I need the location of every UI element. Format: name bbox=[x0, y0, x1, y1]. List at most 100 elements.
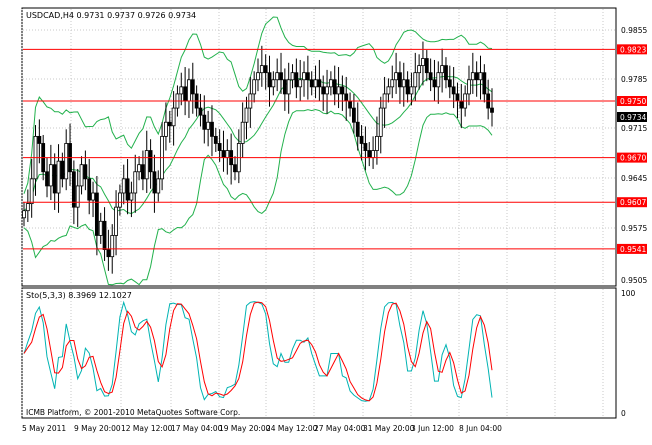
candle-body bbox=[305, 72, 310, 81]
candle-body bbox=[98, 220, 103, 236]
candle-body bbox=[144, 150, 149, 180]
candle-body bbox=[56, 160, 61, 194]
candle-body bbox=[328, 79, 333, 88]
candle-body bbox=[94, 192, 99, 236]
candle-body bbox=[459, 100, 464, 109]
candle-body bbox=[106, 249, 111, 258]
candle-body bbox=[79, 164, 84, 187]
candle-body bbox=[378, 107, 383, 137]
candle-body bbox=[137, 164, 141, 173]
candle-body bbox=[48, 164, 53, 187]
candle-body bbox=[352, 107, 356, 123]
candle-body bbox=[467, 79, 471, 95]
candle-body bbox=[25, 203, 30, 212]
candle-body bbox=[152, 171, 157, 194]
candle-body bbox=[75, 185, 80, 208]
candle-body bbox=[91, 192, 95, 201]
candle-body bbox=[394, 72, 398, 81]
price-tick: 0.9785 bbox=[621, 75, 647, 84]
candle-body bbox=[87, 178, 92, 201]
candle-body bbox=[190, 79, 195, 95]
indicator-header: Sto(5,3,3) 8.3969 12.1027 bbox=[26, 291, 132, 300]
candle-body bbox=[71, 171, 76, 208]
candle-body bbox=[263, 65, 268, 74]
price-tick: 0.9645 bbox=[621, 174, 647, 183]
indicator-axis: 100 0 bbox=[621, 289, 636, 418]
candle-body bbox=[359, 135, 364, 144]
candle-body bbox=[148, 150, 153, 173]
candle-body bbox=[298, 79, 303, 88]
candle-body bbox=[474, 72, 479, 81]
candle-body bbox=[187, 79, 191, 102]
candle-body bbox=[267, 72, 272, 88]
candle-body bbox=[198, 107, 203, 116]
candle-body bbox=[401, 79, 406, 88]
candle-body bbox=[386, 86, 391, 95]
level-label: 0.9750 bbox=[620, 97, 646, 106]
candle-body bbox=[114, 206, 118, 236]
candle-body bbox=[424, 58, 429, 74]
candlestick-series bbox=[22, 41, 494, 274]
candle-body bbox=[321, 86, 326, 95]
time-label: 3 Jun 12:00 bbox=[411, 424, 454, 433]
candle-body bbox=[325, 86, 329, 95]
candle-body bbox=[317, 79, 322, 88]
candle-body bbox=[133, 171, 138, 194]
bollinger-bands bbox=[23, 16, 493, 286]
candle-body bbox=[417, 65, 422, 74]
candle-body bbox=[432, 79, 437, 88]
candle-body bbox=[213, 135, 218, 144]
candle-body bbox=[444, 65, 448, 81]
candle-body bbox=[348, 100, 352, 109]
candle-body bbox=[171, 107, 176, 127]
candle-body bbox=[279, 72, 283, 81]
candle-body bbox=[183, 86, 188, 102]
price-axis[interactable]: 0.9855 0.9785 0.9715 0.9645 0.9575 0.950… bbox=[621, 26, 647, 285]
candle-body bbox=[156, 178, 161, 194]
candle-body bbox=[167, 121, 172, 127]
candle-body bbox=[125, 178, 130, 201]
candle-body bbox=[240, 121, 245, 144]
time-label: 24 May 12:00 bbox=[266, 424, 318, 433]
stoch-signal-line bbox=[23, 301, 493, 402]
candle-body bbox=[294, 72, 299, 88]
candle-body bbox=[421, 58, 425, 67]
time-label: 19 May 20:00 bbox=[219, 424, 271, 433]
svg-text:0.9734: 0.9734 bbox=[620, 113, 646, 122]
horizontal-levels[interactable]: 0.9823 0.9750 0.9670 0.9607 0.9541 bbox=[23, 44, 647, 254]
candle-body bbox=[282, 79, 287, 95]
candle-body bbox=[340, 86, 345, 95]
time-label: 12 May 12:00 bbox=[121, 424, 173, 433]
price-tick: 0.9505 bbox=[621, 276, 647, 285]
candle-body bbox=[390, 79, 395, 88]
level-label-box bbox=[617, 96, 647, 106]
time-axis[interactable]: 5 May 2011 9 May 20:00 12 May 12:00 17 M… bbox=[22, 424, 502, 433]
level-label-box bbox=[617, 243, 647, 254]
candle-body bbox=[478, 72, 483, 81]
candle-body bbox=[290, 72, 295, 81]
candle-body bbox=[302, 72, 306, 81]
level-label-box bbox=[617, 197, 647, 208]
candle-body bbox=[409, 86, 414, 95]
candle-body bbox=[252, 79, 257, 95]
candle-body bbox=[121, 178, 126, 194]
candle-body bbox=[275, 72, 280, 81]
candle-body bbox=[336, 86, 341, 95]
time-label: 27 May 04:00 bbox=[314, 424, 366, 433]
candle-body bbox=[375, 135, 379, 151]
time-label: 8 Jun 04:00 bbox=[459, 424, 502, 433]
indicator-plot-frame[interactable] bbox=[21, 287, 617, 419]
candle-body bbox=[332, 79, 337, 95]
candle-body bbox=[367, 150, 372, 159]
level-label: 0.9823 bbox=[620, 45, 646, 54]
candle-body bbox=[164, 121, 168, 137]
level-label-box bbox=[617, 44, 647, 55]
current-price-label: 0.9734 bbox=[617, 112, 647, 122]
candle-body bbox=[371, 150, 375, 159]
candle-body bbox=[233, 164, 237, 173]
candle-body bbox=[482, 72, 487, 95]
candle-body bbox=[447, 79, 452, 88]
candle-body bbox=[271, 79, 276, 88]
candle-body bbox=[221, 150, 226, 159]
